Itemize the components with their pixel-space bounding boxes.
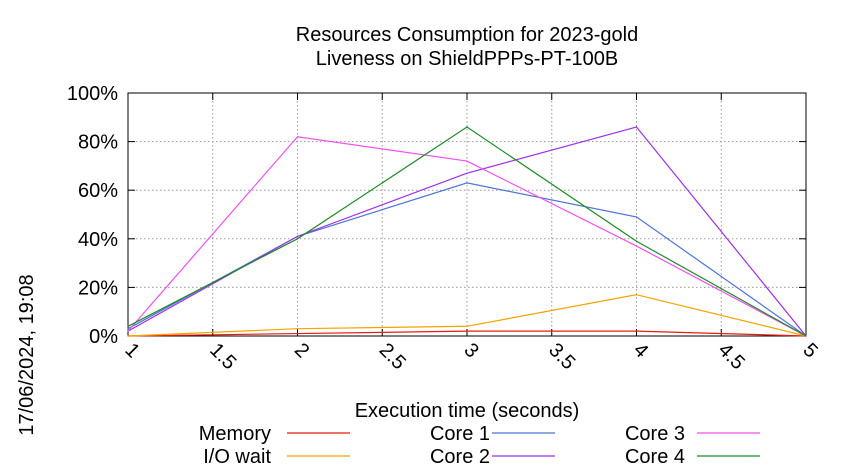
chart-title-line-1: Resources Consumption for 2023-gold	[296, 24, 638, 46]
data-point-5-4	[805, 335, 807, 337]
data-point-1-0	[127, 335, 129, 337]
legend-label-core-2: Core 2	[430, 446, 490, 468]
data-point-0-3	[635, 330, 638, 332]
tick-labels: 0% 20% 40% 60% 80% 100% 1 1.5 2 2.5 3 3.5 4 4.5 5	[67, 83, 822, 374]
y-tick-label-3: 60%	[78, 180, 118, 202]
legend-label-memory: Memory	[199, 423, 271, 445]
series-lines	[127, 126, 807, 337]
data-point-3-2	[466, 172, 468, 174]
y-tick-label-2: 40%	[78, 229, 118, 251]
y-tick-label-5: 100%	[67, 83, 118, 105]
legend-label-core-4: Core 4	[625, 446, 685, 468]
data-point-4-3	[635, 245, 638, 247]
data-point-1-1	[296, 328, 299, 330]
x-tick-label-3: 2.5	[375, 339, 410, 374]
data-point-0-2	[466, 330, 468, 332]
data-point-5-2	[466, 126, 468, 128]
data-point-0-1	[296, 332, 299, 335]
x-tick-label-7: 4.5	[714, 339, 749, 374]
data-point-5-3	[635, 240, 638, 242]
legend-label-core-1: Core 1	[430, 423, 490, 445]
x-tick-label-4: 3	[459, 339, 482, 362]
y-tick-label-4: 80%	[78, 132, 118, 154]
data-point-5-1	[296, 238, 299, 240]
x-tick-label-1: 1.5	[205, 339, 240, 374]
x-tick-label-8: 5	[798, 339, 821, 362]
legend-label-i-o-wait: I/O wait	[203, 446, 271, 468]
data-point-4-2	[466, 160, 468, 162]
x-tick-label-0: 1	[120, 339, 143, 362]
data-point-2-2	[466, 182, 468, 184]
y-tick-label-0: 0%	[89, 326, 118, 348]
legend-label-core-3: Core 3	[625, 423, 685, 445]
data-point-5-0	[127, 325, 129, 327]
data-point-2-0	[127, 328, 129, 330]
y-tick-label-1: 20%	[78, 277, 118, 299]
data-point-3-3	[635, 126, 638, 128]
x-tick-label-6: 4	[629, 339, 652, 362]
data-point-4-0	[127, 330, 129, 332]
x-tick-label-5: 3.5	[544, 339, 579, 374]
data-point-1-2	[466, 325, 468, 327]
data-point-2-3	[635, 216, 638, 218]
chart-title-line-2: Liveness on ShieldPPPs-PT-100B	[316, 48, 618, 70]
data-point-1-3	[635, 294, 638, 296]
data-point-4-1	[296, 136, 299, 138]
x-axis-label: Execution time (seconds)	[355, 400, 580, 422]
x-tick-label-2: 2	[290, 339, 313, 362]
data-point-3-1	[296, 235, 299, 237]
side-date-label: 17/06/2024, 19:08	[16, 274, 38, 435]
